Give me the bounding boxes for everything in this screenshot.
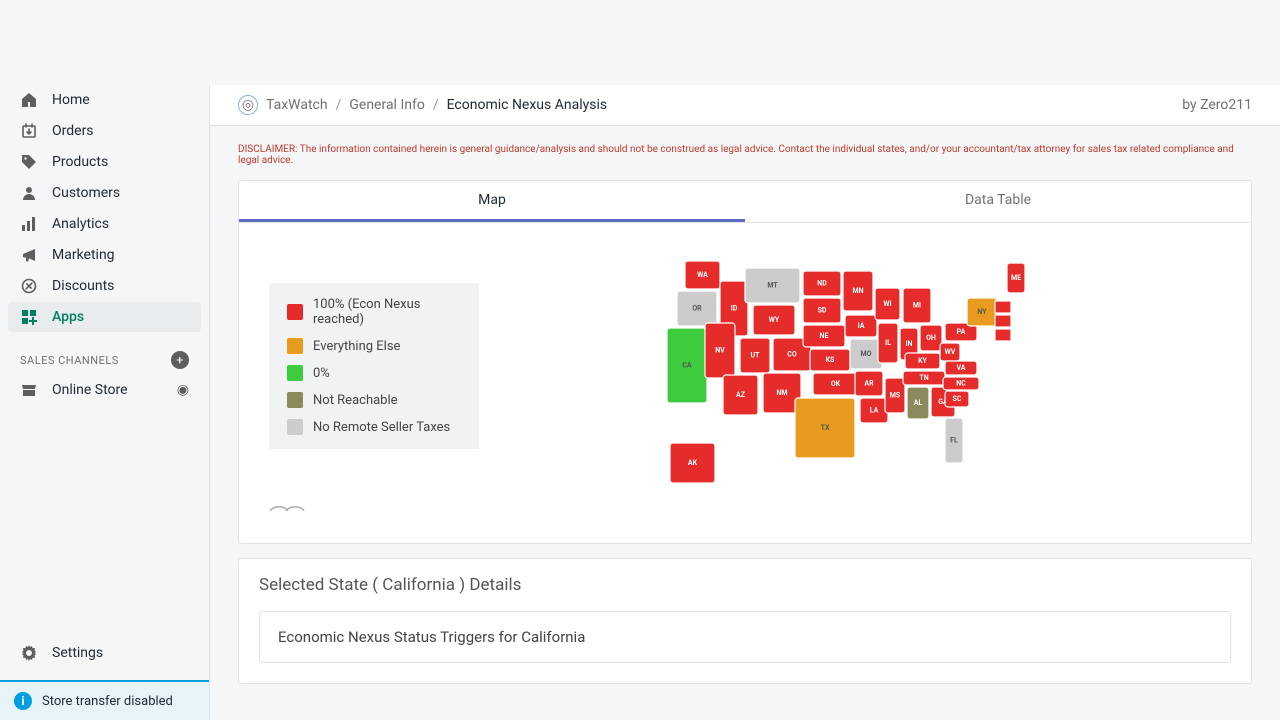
legend-swatch — [287, 365, 303, 381]
eye-icon[interactable]: ◉ — [177, 382, 189, 398]
svg-text:SD: SD — [818, 307, 827, 315]
svg-text:WA: WA — [697, 271, 708, 279]
detail-card: Selected State ( California ) Details Ec… — [238, 558, 1252, 684]
main-content: ◎ TaxWatch / General Info / Economic Nex… — [210, 85, 1280, 720]
svg-text:NV: NV — [715, 347, 725, 355]
nav-discounts[interactable]: Discounts — [8, 271, 201, 301]
svg-text:AR: AR — [864, 380, 874, 388]
crumb-app[interactable]: TaxWatch — [266, 97, 328, 113]
svg-text:VA: VA — [956, 364, 965, 372]
svg-text:AZ: AZ — [736, 391, 746, 399]
svg-text:SC: SC — [953, 395, 962, 403]
legend-swatch — [287, 338, 303, 354]
svg-text:PA: PA — [957, 328, 966, 336]
svg-text:CO: CO — [787, 351, 797, 359]
crumb-section[interactable]: General Info — [349, 97, 424, 113]
nav-label: Apps — [52, 309, 84, 325]
add-channel-icon[interactable]: + — [171, 351, 189, 369]
channels-header: SALES CHANNELS + — [0, 333, 209, 375]
nav-label: Marketing — [52, 247, 115, 263]
svg-text:MS: MS — [890, 392, 901, 400]
nav-label: Discounts — [52, 278, 114, 294]
svg-text:MT: MT — [767, 282, 778, 290]
svg-text:KY: KY — [918, 357, 927, 365]
svg-text:CA: CA — [682, 362, 692, 370]
svg-text:ID: ID — [731, 305, 738, 313]
legend: 100% (Econ Nexus reached) Everything Els… — [269, 283, 479, 449]
svg-text:MN: MN — [852, 287, 863, 295]
svg-text:LA: LA — [870, 407, 879, 415]
by-line: by Zero211 — [1182, 97, 1252, 113]
nav-label: Customers — [52, 185, 120, 201]
nav-label: Orders — [52, 123, 94, 139]
home-icon — [20, 91, 38, 109]
svg-text:AK: AK — [688, 459, 698, 467]
svg-text:NE: NE — [820, 332, 829, 340]
legend-swatch — [287, 419, 303, 435]
svg-text:TX: TX — [821, 424, 830, 432]
gear-icon — [20, 644, 38, 662]
wave-icon: ⌒⌒ — [269, 500, 301, 529]
nav-marketing[interactable]: Marketing — [8, 240, 201, 270]
svg-text:IA: IA — [858, 322, 865, 330]
svg-text:WI: WI — [883, 300, 891, 308]
nav-analytics[interactable]: Analytics — [8, 209, 201, 239]
detail-title: Selected State ( California ) Details — [239, 559, 1251, 611]
svg-text:ND: ND — [817, 280, 827, 288]
svg-text:NM: NM — [776, 389, 787, 397]
channel-label: Online Store — [52, 382, 128, 398]
svg-text:UT: UT — [751, 352, 761, 360]
nav-apps[interactable]: Apps — [8, 302, 201, 332]
svg-text:OK: OK — [831, 380, 841, 388]
discounts-icon — [20, 277, 38, 295]
legend-swatch — [287, 304, 303, 320]
info-icon: i — [14, 692, 32, 710]
tab-data-table[interactable]: Data Table — [745, 181, 1251, 222]
customers-icon — [20, 184, 38, 202]
svg-text:NY: NY — [977, 308, 987, 316]
marketing-icon — [20, 246, 38, 264]
svg-text:WV: WV — [945, 348, 956, 356]
map-card: Map Data Table 100% (Econ Nexus reached)… — [238, 180, 1252, 544]
products-icon — [20, 153, 38, 171]
channel-online-store[interactable]: Online Store ◉ — [0, 375, 209, 405]
svg-text:IN: IN — [906, 340, 913, 348]
disclaimer: DISCLAIMER: The information contained he… — [238, 144, 1252, 166]
svg-text:FL: FL — [950, 437, 958, 445]
nav-label: Analytics — [52, 216, 109, 232]
crumb-current: Economic Nexus Analysis — [447, 97, 607, 113]
us-map[interactable]: WA OR CA ID NV MT WY UT AZ CO NM ND SD NE KS OK TX MN IA MO… — [509, 243, 1221, 523]
svg-text:OR: OR — [692, 305, 702, 313]
svg-text:NC: NC — [956, 380, 966, 388]
nav-label: Home — [52, 92, 90, 108]
svg-text:TN: TN — [919, 374, 928, 382]
nav-products[interactable]: Products — [8, 147, 201, 177]
nav-settings[interactable]: Settings — [0, 634, 209, 672]
nav-orders[interactable]: Orders — [8, 116, 201, 146]
apps-icon — [20, 308, 38, 326]
svg-text:AL: AL — [914, 399, 923, 407]
svg-text:ME: ME — [1011, 274, 1021, 282]
svg-text:IL: IL — [885, 339, 891, 347]
svg-text:OH: OH — [926, 334, 936, 342]
svg-text:WY: WY — [769, 316, 780, 324]
analytics-icon — [20, 215, 38, 233]
nav-customers[interactable]: Customers — [8, 178, 201, 208]
tab-map[interactable]: Map — [239, 181, 745, 222]
nav-label: Products — [52, 154, 108, 170]
nav-home[interactable]: Home — [8, 85, 201, 115]
svg-text:MI: MI — [913, 302, 921, 310]
svg-text:MO: MO — [861, 350, 872, 358]
app-icon: ◎ — [238, 95, 258, 115]
orders-icon — [20, 122, 38, 140]
legend-swatch — [287, 392, 303, 408]
breadcrumb: ◎ TaxWatch / General Info / Economic Nex… — [210, 85, 1280, 126]
settings-label: Settings — [52, 645, 103, 661]
detail-sub: Economic Nexus Status Triggers for Calif… — [259, 611, 1231, 663]
svg-text:KS: KS — [826, 356, 835, 364]
store-icon — [20, 381, 38, 399]
transfer-banner: i Store transfer disabled — [0, 680, 209, 720]
sidebar: Home Orders Products Customers Analytics… — [0, 85, 210, 720]
